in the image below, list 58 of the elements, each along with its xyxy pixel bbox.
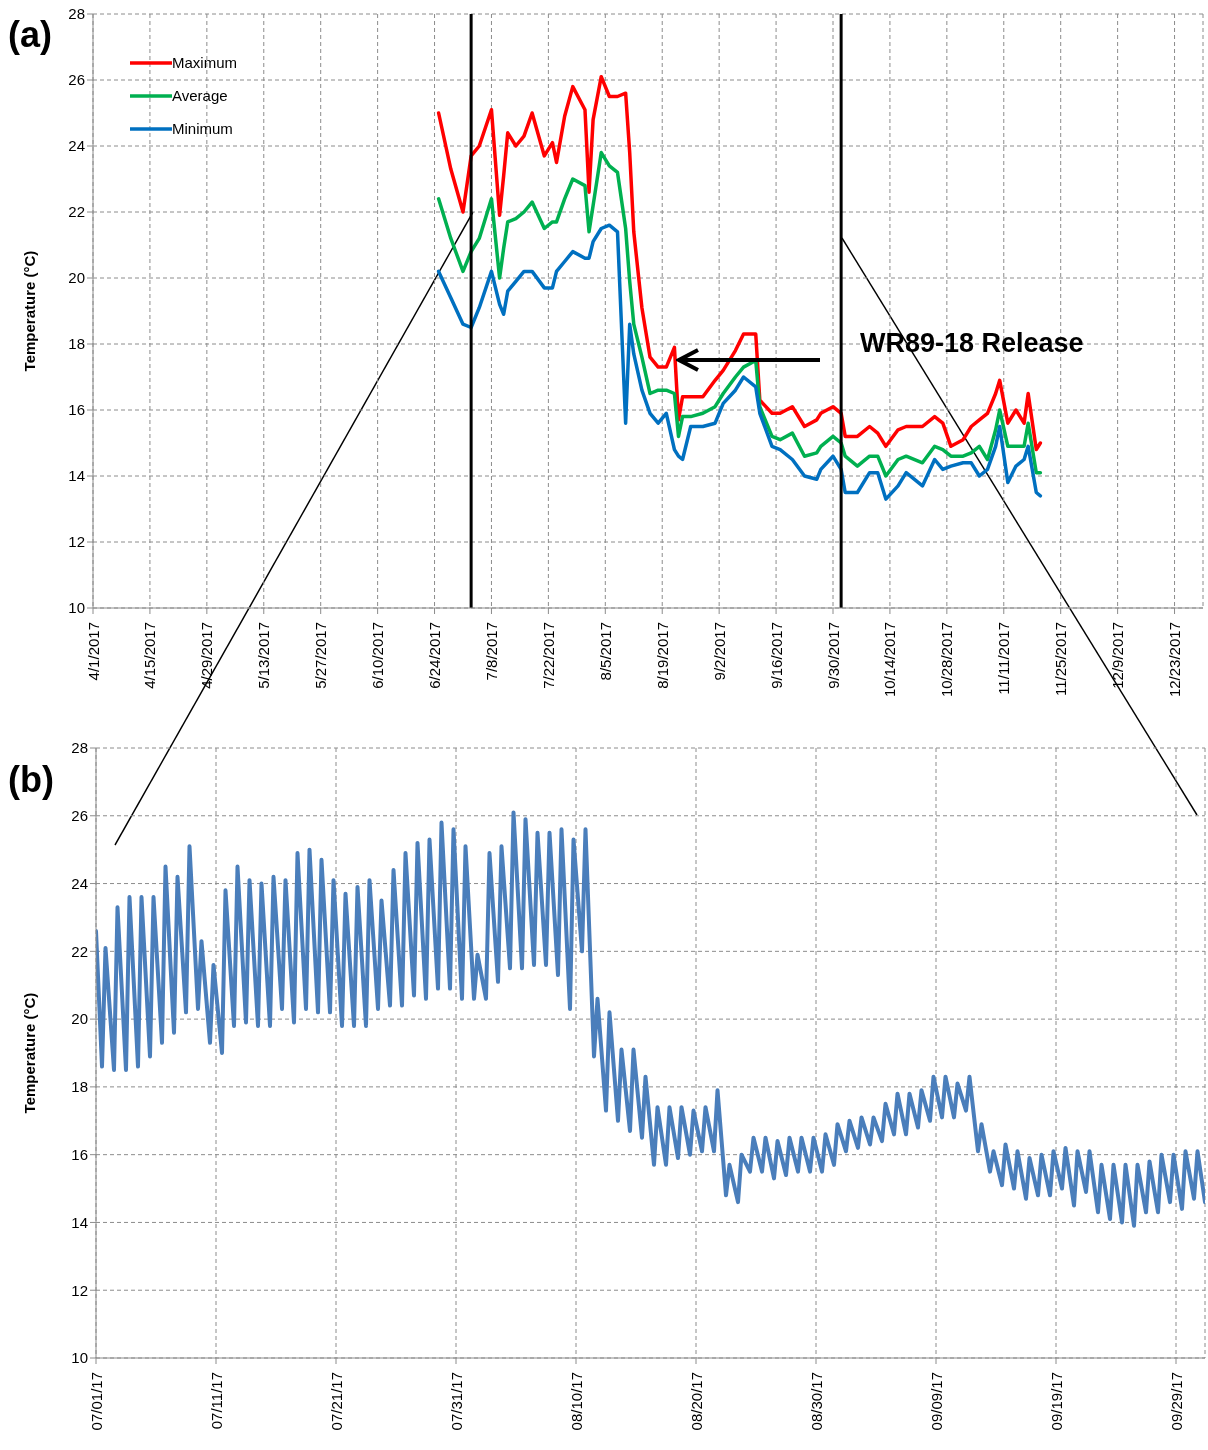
x-tick-label: 9/2/2017 bbox=[710, 622, 728, 681]
line-series bbox=[96, 810, 1205, 1228]
y-tick-label: 10 bbox=[68, 599, 85, 617]
x-tick-label: 12/23/2017 bbox=[1166, 622, 1184, 698]
text: (a) bbox=[8, 14, 52, 56]
x-tick-label: 4/1/2017 bbox=[84, 622, 102, 681]
x-tick-label: 10/14/2017 bbox=[881, 622, 899, 698]
y-tick-label: 22 bbox=[71, 942, 88, 960]
y-tick-label: 10 bbox=[71, 1349, 88, 1367]
x-tick-label: 11/11/2017 bbox=[995, 622, 1013, 695]
y-axis-title: Temperature (°C) bbox=[21, 992, 39, 1114]
y-axis-title: Temperature (°C) bbox=[21, 250, 39, 372]
x-tick-label: 7/22/2017 bbox=[539, 622, 557, 689]
x-tick-label: 08/20/17 bbox=[687, 1372, 705, 1431]
x-tick-label: 4/15/2017 bbox=[141, 622, 159, 689]
y-tick-label: 16 bbox=[71, 1145, 88, 1163]
y-tick-label: 28 bbox=[71, 739, 88, 757]
y-tick-label: 24 bbox=[71, 874, 88, 892]
y-tick-label: 14 bbox=[68, 467, 85, 485]
x-tick-label: 12/9/2017 bbox=[1109, 622, 1127, 689]
x-tick-label: 8/19/2017 bbox=[653, 622, 671, 689]
x-tick-label: 08/10/17 bbox=[567, 1372, 585, 1431]
x-tick-label: 09/09/17 bbox=[927, 1372, 945, 1431]
y-tick-label: 18 bbox=[71, 1078, 88, 1096]
y-tick-label: 12 bbox=[68, 533, 85, 551]
y-tick-label: 14 bbox=[71, 1213, 88, 1231]
text: (b) bbox=[8, 759, 54, 801]
y-tick-label: 26 bbox=[68, 71, 85, 89]
x-tick-label: 9/30/2017 bbox=[824, 622, 842, 689]
y-tick-label: 26 bbox=[71, 807, 88, 825]
x-tick-label: 6/10/2017 bbox=[369, 622, 387, 689]
y-tick-label: 20 bbox=[71, 1010, 88, 1028]
legend-label: Minimum bbox=[172, 120, 233, 137]
x-tick-label: 8/5/2017 bbox=[596, 622, 614, 681]
y-tick-label: 20 bbox=[68, 269, 85, 287]
y-tick-label: 22 bbox=[68, 203, 85, 221]
x-tick-label: 4/29/2017 bbox=[198, 622, 216, 689]
x-tick-label: 08/30/17 bbox=[807, 1372, 825, 1431]
x-tick-label: 9/16/2017 bbox=[767, 622, 785, 689]
y-tick-label: 18 bbox=[68, 335, 85, 353]
x-tick-label: 6/24/2017 bbox=[426, 622, 444, 689]
x-tick-label: 7/8/2017 bbox=[482, 622, 500, 681]
x-tick-label: 09/19/17 bbox=[1047, 1372, 1065, 1431]
y-tick-label: 28 bbox=[68, 5, 85, 23]
legend-label: Average bbox=[172, 87, 228, 104]
x-tick-label: 10/28/2017 bbox=[938, 622, 956, 698]
x-tick-label: 09/29/17 bbox=[1167, 1372, 1185, 1431]
x-tick-label: 07/11/17 bbox=[207, 1372, 225, 1430]
y-tick-label: 24 bbox=[68, 137, 85, 155]
y-tick-label: 16 bbox=[68, 401, 85, 419]
x-tick-label: 5/27/2017 bbox=[312, 622, 330, 689]
x-tick-label: 11/25/2017 bbox=[1052, 622, 1070, 696]
x-tick-label: 07/01/17 bbox=[87, 1372, 105, 1431]
x-tick-label: 07/31/17 bbox=[447, 1372, 465, 1431]
legend-label: Maximum bbox=[172, 54, 238, 71]
x-tick-label: 5/13/2017 bbox=[255, 622, 273, 689]
x-tick-label: 07/21/17 bbox=[327, 1372, 345, 1431]
y-tick-label: 12 bbox=[71, 1281, 88, 1299]
